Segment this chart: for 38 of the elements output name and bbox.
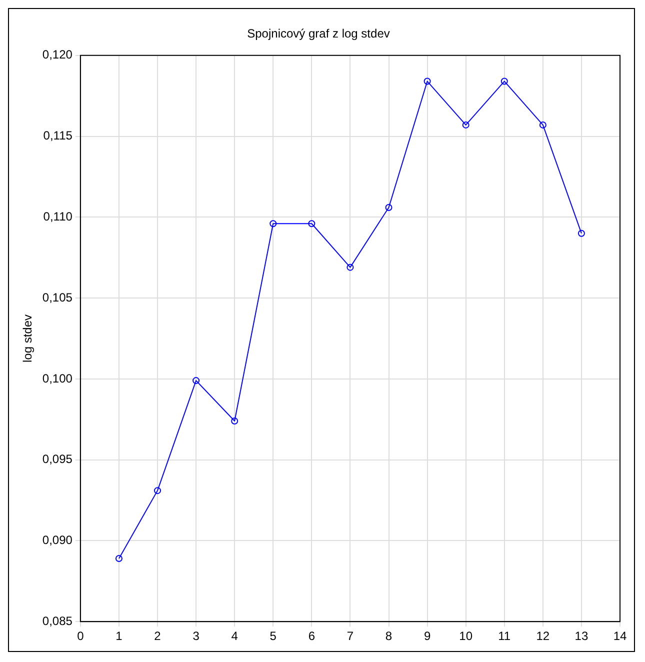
point [539,121,546,128]
point [115,555,122,562]
x-tick-label: 6 [308,629,316,644]
point [308,220,316,228]
x-tick-label: 7 [346,629,354,644]
y-tick-label: 0,110 [43,209,73,224]
y-axis-title: log stdev [20,314,35,363]
point [385,204,392,211]
y-tick-label: 0,090 [42,533,73,548]
x-tick-label: 14 [613,629,627,644]
point [154,487,162,494]
chart-title: Spojnicový graf z log stdev [247,26,390,41]
y-tick-label: 0,095 [42,452,73,466]
point [578,230,585,237]
x-tick-label: 2 [154,629,162,644]
point [462,121,470,128]
y-tick-label: 0,100 [42,371,73,386]
x-tick-label: 0 [77,629,84,644]
point [192,377,200,384]
y-tick-label: 0,105 [42,290,73,304]
x-tick-label: 12 [536,629,550,644]
x-tick-label: 9 [424,629,431,644]
point [346,264,354,271]
point [231,418,238,425]
x-tick-label: 4 [231,629,238,644]
y-tick-label: 0,115 [43,128,73,143]
point [500,78,508,85]
y-tick-label: 0,120 [42,48,73,62]
x-tick-label: 10 [459,629,473,644]
x-tick-label: 11 [498,629,511,644]
y-tick-label: 0,085 [42,614,73,628]
x-tick-label: 8 [385,629,392,644]
x-tick-label: 3 [192,629,200,644]
x-tick-label: 5 [270,629,277,644]
point [270,220,277,228]
point [424,78,431,85]
x-tick-label: 1 [116,629,123,644]
x-tick-label: 13 [574,629,588,644]
